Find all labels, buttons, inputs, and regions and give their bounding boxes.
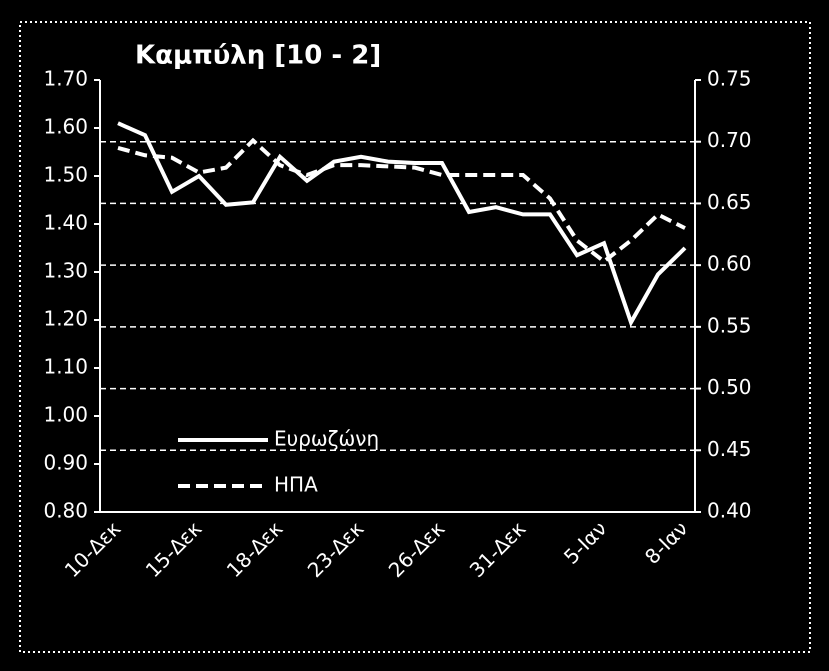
x-tick-label: 15-Δεκ — [141, 516, 207, 582]
y-tick-label: 1.10 — [43, 355, 88, 379]
series-line — [117, 137, 686, 264]
x-tick-label: 26-Δεκ — [384, 516, 450, 582]
y-tick-label: 1.60 — [43, 115, 88, 139]
y-tick-label: 1.50 — [43, 163, 88, 187]
y2-tick-label: 0.40 — [707, 499, 752, 523]
legend-label: ΗΠΑ — [274, 473, 318, 497]
y2-tick-label: 0.50 — [707, 375, 752, 399]
y-tick-label: 1.40 — [43, 211, 88, 235]
y-tick-label: 1.00 — [43, 403, 88, 427]
x-tick-label: 31-Δεκ — [465, 516, 531, 582]
y2-tick-label: 0.60 — [707, 252, 752, 276]
y-tick-label: 1.30 — [43, 259, 88, 283]
frame — [19, 21, 811, 653]
y-tick-label: 0.80 — [43, 499, 88, 523]
x-tick-label: 10-Δεκ — [60, 516, 126, 582]
y-tick-label: 1.20 — [43, 307, 88, 331]
series-line — [117, 121, 687, 328]
y-tick-label: 1.70 — [43, 67, 88, 91]
y2-tick-label: 0.65 — [707, 190, 752, 214]
y2-tick-label: 0.70 — [707, 128, 752, 152]
y2-tick-label: 0.45 — [707, 437, 752, 461]
y2-tick-label: 0.75 — [707, 67, 752, 91]
legend-label: Ευρωζώνη — [274, 427, 379, 451]
x-tick-label: 23-Δεκ — [303, 516, 369, 582]
x-tick-label: 18-Δεκ — [222, 516, 288, 582]
x-tick-label: 5-Ιαν — [559, 516, 611, 568]
chart-title: Καμπύλη [10 - 2] — [135, 41, 381, 71]
x-tick-label: 8-Ιαν — [640, 516, 692, 568]
y-tick-label: 0.90 — [43, 451, 88, 475]
y2-tick-label: 0.55 — [707, 313, 752, 337]
